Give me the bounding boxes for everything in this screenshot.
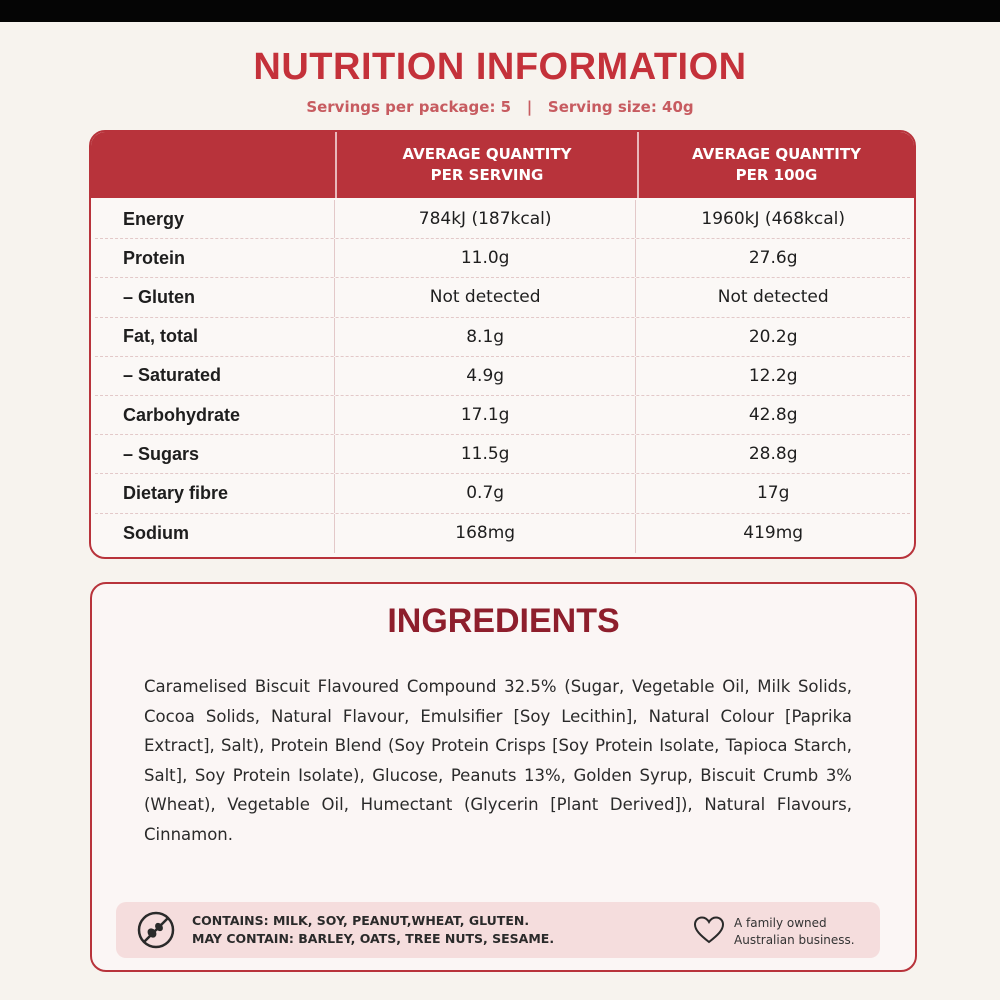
ingredients-card: INGREDIENTS Caramelised Biscuit Flavoure… bbox=[90, 582, 917, 972]
table-row: Sodium 168mg 419mg bbox=[95, 513, 910, 553]
header-per-100g-line1: AVERAGE QUANTITY bbox=[692, 145, 861, 163]
nutrient-name: – Saturated bbox=[123, 365, 222, 386]
nutrient-name: Carbohydrate bbox=[123, 404, 241, 425]
nutrition-table: AVERAGE QUANTITY PER SERVING AVERAGE QUA… bbox=[89, 130, 916, 559]
per-100g-value: 17g bbox=[756, 483, 790, 504]
per-100g-value: 12.2g bbox=[748, 365, 798, 386]
per-serving-value: Not detected bbox=[333, 278, 637, 317]
nutrient-name: Energy bbox=[123, 208, 185, 229]
table-row: – Sugars 11.5g 28.8g bbox=[95, 435, 910, 475]
page-title: NUTRITION INFORMATION bbox=[253, 46, 747, 88]
ingredients-title: INGREDIENTS bbox=[387, 602, 620, 640]
table-row: Energy 784kJ (187kcal) 1960kJ (468kcal) bbox=[95, 200, 910, 240]
per-100g-value: 42.8g bbox=[748, 405, 798, 426]
heart-icon bbox=[692, 913, 726, 947]
top-bar bbox=[0, 0, 1000, 22]
allergen-bar: CONTAINS: MILK, SOY, PEANUT,WHEAT, GLUTE… bbox=[116, 902, 880, 958]
ingredients-text: Caramelised Biscuit Flavoured Compound 3… bbox=[144, 677, 852, 844]
table-row: Dietary fibre 0.7g 17g bbox=[95, 474, 910, 514]
nutrient-name: – Gluten bbox=[123, 286, 196, 307]
per-100g-value: 28.8g bbox=[748, 444, 798, 465]
header-per-100g: AVERAGE QUANTITY PER 100G bbox=[639, 132, 914, 198]
per-serving-value: 8.1g bbox=[333, 317, 637, 356]
header-nutrient bbox=[91, 132, 335, 198]
per-serving-value: 4.9g bbox=[333, 356, 637, 395]
nutrient-name: Dietary fibre bbox=[123, 482, 229, 503]
per-serving-value: 11.0g bbox=[333, 239, 637, 278]
allergen-text: CONTAINS: MILK, SOY, PEANUT,WHEAT, GLUTE… bbox=[192, 912, 554, 948]
family-owned-text: A family owned Australian business. bbox=[734, 915, 855, 949]
header-per-serving: AVERAGE QUANTITY PER SERVING bbox=[335, 132, 639, 198]
table-body: Energy 784kJ (187kcal) 1960kJ (468kcal) … bbox=[91, 198, 914, 557]
per-serving-value: 11.5g bbox=[333, 435, 637, 474]
family-line-1: A family owned bbox=[734, 916, 827, 930]
nutrient-name: Sodium bbox=[123, 522, 189, 543]
nutrient-name: Protein bbox=[123, 247, 186, 268]
no-allergen-icon bbox=[134, 908, 178, 952]
per-serving-value: 168mg bbox=[333, 513, 637, 553]
per-100g-value: 419mg bbox=[743, 523, 804, 544]
table-row: Fat, total 8.1g 20.2g bbox=[95, 317, 910, 357]
table-row: – Saturated 4.9g 12.2g bbox=[95, 356, 910, 396]
may-contain-line: MAY CONTAIN: BARLEY, OATS, TREE NUTS, SE… bbox=[192, 931, 555, 946]
table-row: Carbohydrate 17.1g 42.8g bbox=[95, 395, 910, 436]
header-per-100g-line2: PER 100G bbox=[735, 166, 818, 184]
per-serving-value: 17.1g bbox=[333, 395, 637, 435]
table-row: Protein 11.0g 27.6g bbox=[95, 239, 910, 279]
per-100g-value: 1960kJ (468kcal) bbox=[701, 209, 845, 230]
per-100g-value: 20.2g bbox=[748, 326, 798, 347]
nutrient-name: Fat, total bbox=[123, 326, 198, 347]
header-per-serving-line1: AVERAGE QUANTITY bbox=[402, 145, 572, 163]
header-per-serving-line2: PER SERVING bbox=[430, 166, 544, 184]
per-serving-value: 0.7g bbox=[333, 474, 637, 513]
per-100g-value: Not detected bbox=[717, 287, 829, 308]
nutrient-name: – Sugars bbox=[123, 443, 200, 464]
per-100g-value: 27.6g bbox=[748, 248, 798, 269]
table-header: AVERAGE QUANTITY PER SERVING AVERAGE QUA… bbox=[91, 132, 914, 198]
contains-line: CONTAINS: MILK, SOY, PEANUT,WHEAT, GLUTE… bbox=[192, 913, 530, 928]
per-serving-value: 784kJ (187kcal) bbox=[333, 200, 637, 239]
table-row: – Gluten Not detected Not detected bbox=[95, 278, 910, 318]
serving-info: Servings per package: 5 | Serving size: … bbox=[306, 98, 694, 116]
family-line-2: Australian business. bbox=[734, 933, 855, 947]
